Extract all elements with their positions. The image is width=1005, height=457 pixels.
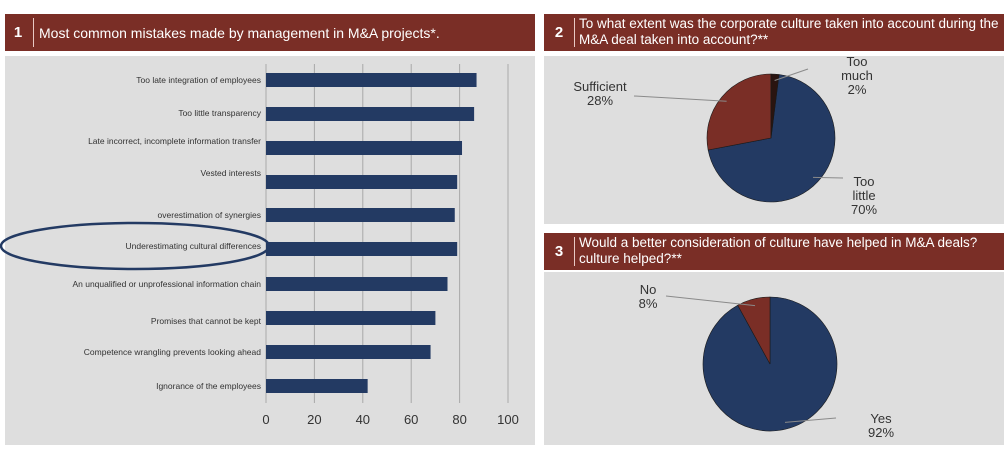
pie-label-no: 8% <box>639 296 658 311</box>
category-label: An unqualified or unprofessional informa… <box>72 279 261 289</box>
bar-overestimation-of-synergies <box>266 208 455 222</box>
x-tick-label: 60 <box>404 412 418 427</box>
pie-label-too-much: much <box>841 68 873 83</box>
pie-slice-too-little <box>707 74 836 203</box>
panel1-separator <box>33 18 34 47</box>
pie-slice-too-much <box>770 73 780 139</box>
bar-too-little-transparency <box>266 107 475 121</box>
category-label: Vested interests <box>201 168 261 178</box>
pie-label-yes: 92% <box>868 425 894 440</box>
x-tick-label: 80 <box>452 412 466 427</box>
panel3-separator <box>574 237 575 266</box>
panel2-number: 2 <box>554 24 564 41</box>
pie-label-too-little: Too <box>854 174 875 189</box>
category-label: Ignorance of the employees <box>156 381 261 391</box>
pie-label-too-little: little <box>852 188 875 203</box>
x-tick-label: 20 <box>307 412 321 427</box>
category-label: Promises that cannot be kept <box>151 316 262 326</box>
bar-too-late-integration-of-employees <box>266 73 477 87</box>
pie-label-too-much: 2% <box>848 82 867 97</box>
pie-label-no: No <box>640 282 657 297</box>
panel3-header: 3 Would a better consideration of cultur… <box>544 233 1004 270</box>
bar-an-unqualified-or-unprofessional-information-chain <box>266 277 448 291</box>
panel3-number: 3 <box>554 243 564 260</box>
panel2-separator <box>574 18 575 47</box>
category-label: Too late integration of employees <box>136 75 261 85</box>
pie-leader-line <box>774 68 809 81</box>
panel3-title-line2: culture helped?** <box>579 251 682 266</box>
highlight-ellipse <box>0 221 271 271</box>
panel2-header: 2 To what extent was the corporate cultu… <box>544 14 1004 51</box>
pie-label-sufficient: 28% <box>587 93 613 108</box>
panel3-title-line1: Would a better consideration of culture … <box>579 235 978 250</box>
x-tick-label: 100 <box>497 412 519 427</box>
pie-slice-no <box>737 296 771 365</box>
pie-leader-line <box>633 95 727 102</box>
panel2-title-line2: M&A deal taken into account?** <box>579 32 769 47</box>
x-tick-label: 0 <box>262 412 269 427</box>
bar-vested-interests <box>266 175 458 189</box>
bar-late-incorrect-incomplete-information-transfer <box>266 141 463 155</box>
x-tick-label: 40 <box>356 412 370 427</box>
category-label: Too little transparency <box>178 108 261 118</box>
pie-leader-line <box>665 295 756 307</box>
bar-underestimating-cultural-differences <box>266 242 458 256</box>
category-label: Late incorrect, incomplete information t… <box>88 136 261 146</box>
bar-ignorance-of-the-employees <box>266 379 368 393</box>
pie-leader-line <box>784 417 837 423</box>
category-label: Competence wrangling prevents looking ah… <box>84 347 261 357</box>
pie-label-sufficient: Sufficient <box>573 79 627 94</box>
pie-slice-sufficient <box>706 73 772 151</box>
category-label: Underestimating cultural differences <box>126 241 261 251</box>
panel2-title-line1: To what extent was the corporate culture… <box>579 16 999 31</box>
panel1-header: 1 Most common mistakes made by managemen… <box>5 14 535 51</box>
bar-promises-that-cannot-be-kept <box>266 311 436 325</box>
category-label: overestimation of synergies <box>158 210 261 220</box>
pie-leader-line <box>812 176 844 179</box>
panel1-number: 1 <box>13 24 23 41</box>
bar-competence-wrangling-prevents-looking-ahead <box>266 345 431 359</box>
pie-label-too-little: 70% <box>851 202 877 217</box>
pie-label-too-much: Too <box>847 54 868 69</box>
pie-label-yes: Yes <box>870 411 892 426</box>
panel1-title: Most common mistakes made by management … <box>39 25 440 41</box>
